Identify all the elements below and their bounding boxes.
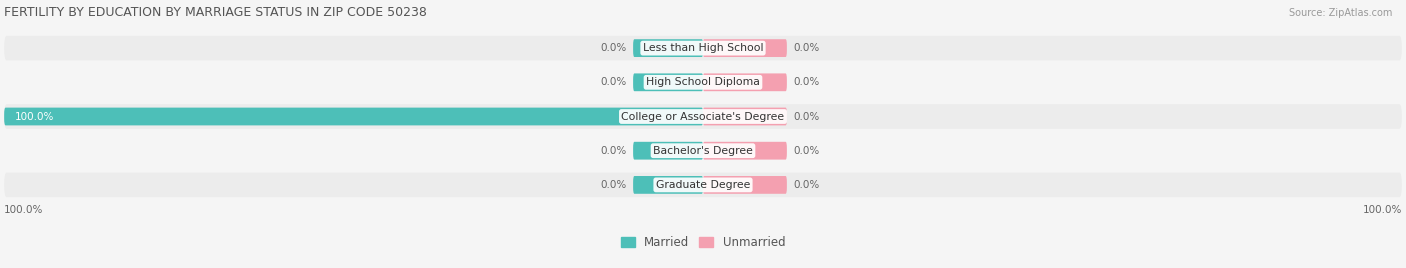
Text: 0.0%: 0.0% bbox=[600, 180, 626, 190]
FancyBboxPatch shape bbox=[4, 70, 1402, 95]
Text: 100.0%: 100.0% bbox=[14, 111, 53, 121]
Text: Graduate Degree: Graduate Degree bbox=[655, 180, 751, 190]
FancyBboxPatch shape bbox=[633, 39, 703, 57]
FancyBboxPatch shape bbox=[703, 142, 787, 159]
FancyBboxPatch shape bbox=[703, 176, 787, 194]
Text: Source: ZipAtlas.com: Source: ZipAtlas.com bbox=[1288, 8, 1392, 18]
Text: High School Diploma: High School Diploma bbox=[647, 77, 759, 87]
FancyBboxPatch shape bbox=[633, 73, 703, 91]
Text: 0.0%: 0.0% bbox=[794, 43, 820, 53]
Text: 0.0%: 0.0% bbox=[600, 77, 626, 87]
FancyBboxPatch shape bbox=[703, 39, 787, 57]
FancyBboxPatch shape bbox=[4, 104, 1402, 129]
FancyBboxPatch shape bbox=[703, 73, 787, 91]
FancyBboxPatch shape bbox=[633, 176, 703, 194]
FancyBboxPatch shape bbox=[633, 142, 703, 159]
Text: Bachelor's Degree: Bachelor's Degree bbox=[652, 146, 754, 156]
Text: 100.0%: 100.0% bbox=[4, 205, 44, 215]
FancyBboxPatch shape bbox=[4, 138, 1402, 163]
Text: College or Associate's Degree: College or Associate's Degree bbox=[621, 111, 785, 121]
Text: 0.0%: 0.0% bbox=[794, 77, 820, 87]
Text: 100.0%: 100.0% bbox=[1362, 205, 1402, 215]
Text: FERTILITY BY EDUCATION BY MARRIAGE STATUS IN ZIP CODE 50238: FERTILITY BY EDUCATION BY MARRIAGE STATU… bbox=[4, 6, 427, 19]
Text: Less than High School: Less than High School bbox=[643, 43, 763, 53]
Legend: Married, Unmarried: Married, Unmarried bbox=[616, 231, 790, 254]
FancyBboxPatch shape bbox=[4, 173, 1402, 197]
Text: 0.0%: 0.0% bbox=[794, 146, 820, 156]
Text: 0.0%: 0.0% bbox=[600, 146, 626, 156]
Text: 0.0%: 0.0% bbox=[794, 111, 820, 121]
FancyBboxPatch shape bbox=[4, 108, 703, 125]
Text: 0.0%: 0.0% bbox=[794, 180, 820, 190]
FancyBboxPatch shape bbox=[703, 108, 787, 125]
Text: 0.0%: 0.0% bbox=[600, 43, 626, 53]
FancyBboxPatch shape bbox=[4, 36, 1402, 60]
